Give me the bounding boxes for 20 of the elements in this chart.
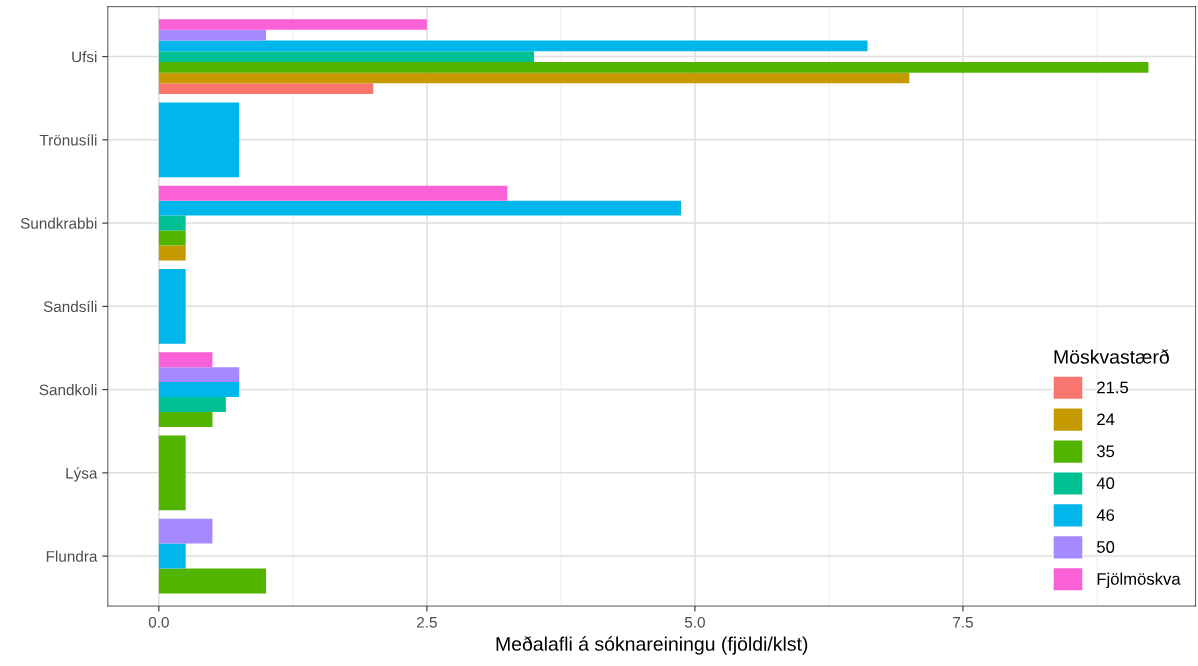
x-tick-label: 2.5 bbox=[417, 616, 437, 628]
y-tick-label: Sandsíli bbox=[43, 300, 97, 313]
x-tick-label: 0.0 bbox=[148, 616, 169, 628]
x-axis-title: Meðalafli á sóknareiningu (fjöldi/klst) bbox=[496, 636, 808, 655]
legend-label: 40 bbox=[1096, 477, 1115, 490]
x-tick-label: 5.0 bbox=[684, 616, 705, 628]
x-tick-label: 7.5 bbox=[953, 617, 973, 628]
y-tick-label: Sandkoli bbox=[39, 384, 97, 396]
legend-label: 35 bbox=[1096, 445, 1115, 458]
y-tick-label: Ufsi bbox=[72, 51, 97, 63]
legend-label: 50 bbox=[1097, 541, 1115, 553]
y-tick-label: Trönusíli bbox=[39, 134, 97, 146]
legend-label: 21.5 bbox=[1097, 381, 1129, 394]
y-tick-label: Flundra bbox=[46, 550, 98, 562]
legend-label: 24 bbox=[1097, 413, 1115, 426]
y-tick-label: Sundkrabbi bbox=[20, 217, 97, 229]
legend-label: 46 bbox=[1096, 509, 1115, 521]
legend-title: Möskvastærð bbox=[1054, 349, 1169, 364]
y-tick-label: Lýsa bbox=[66, 467, 98, 482]
legend-label: Fjölmöskva bbox=[1097, 572, 1181, 589]
